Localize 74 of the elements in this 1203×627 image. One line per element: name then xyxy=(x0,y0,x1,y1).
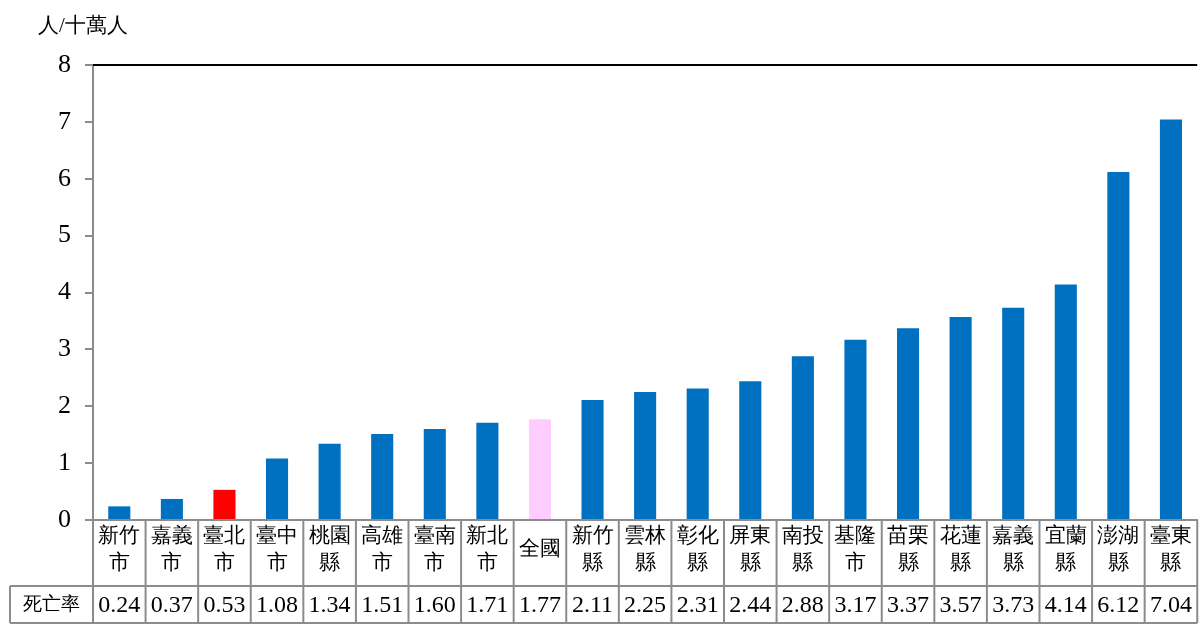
bar xyxy=(423,429,446,519)
y-tick-label: 7 xyxy=(58,105,71,135)
bar xyxy=(739,381,762,519)
x-tick-label: 澎湖縣 xyxy=(1097,522,1140,574)
data-label: 1.51 xyxy=(361,590,404,617)
x-tick-label: 桃園縣 xyxy=(308,522,351,574)
data-label: 1.34 xyxy=(308,590,351,617)
data-label: 3.73 xyxy=(992,590,1035,617)
data-label: 6.12 xyxy=(1097,590,1140,617)
bar xyxy=(1159,119,1182,519)
bar xyxy=(844,339,867,519)
data-label: 1.60 xyxy=(413,590,456,617)
bar xyxy=(371,434,394,519)
x-tick-label: 基隆市 xyxy=(834,522,877,574)
data-label: 0.37 xyxy=(150,590,193,617)
x-tick-label: 新北市 xyxy=(466,522,509,574)
bar xyxy=(634,392,657,519)
x-tick-label: 屏東縣 xyxy=(729,522,772,574)
x-tick-label: 新竹市 xyxy=(98,522,141,574)
bar xyxy=(318,443,341,519)
data-label: 3.17 xyxy=(834,590,877,617)
y-tick-label: 5 xyxy=(58,219,71,249)
x-tick-label: 苗栗縣 xyxy=(887,522,930,574)
data-label: 0.24 xyxy=(98,590,141,617)
x-tick-label: 嘉義市 xyxy=(150,522,193,574)
y-tick-label: 0 xyxy=(58,503,71,533)
bar xyxy=(160,498,183,519)
y-tick-label: 8 xyxy=(58,48,71,78)
data-label: 1.08 xyxy=(256,590,299,617)
bar xyxy=(528,419,551,519)
x-tick-label: 嘉義縣 xyxy=(992,522,1035,574)
x-tick-label: 高雄市 xyxy=(361,522,404,574)
data-label: 3.57 xyxy=(939,590,982,617)
bar xyxy=(476,422,499,519)
data-label: 3.37 xyxy=(887,590,930,617)
bar xyxy=(1002,307,1025,519)
data-label: 0.53 xyxy=(203,590,246,617)
bar xyxy=(949,316,972,519)
x-tick-label: 彰化縣 xyxy=(676,522,719,574)
y-tick-label: 2 xyxy=(58,390,71,420)
text: 死亡率 xyxy=(23,593,80,615)
bar xyxy=(897,328,920,519)
y-tick-label: 1 xyxy=(58,446,71,476)
y-tick-label: 4 xyxy=(58,276,71,306)
y-tick-label: 6 xyxy=(58,162,71,192)
data-label: 7.04 xyxy=(1149,590,1192,617)
bar xyxy=(213,489,236,519)
data-label: 2.44 xyxy=(729,590,772,617)
x-tick-label: 雲林縣 xyxy=(624,522,667,574)
y-axis-title: 人/十萬人 xyxy=(38,12,128,37)
bar xyxy=(108,506,131,519)
y-tick-label: 3 xyxy=(58,333,71,363)
data-label: 2.31 xyxy=(676,590,719,617)
x-tick-label: 宜蘭縣 xyxy=(1044,522,1087,574)
data-label: 2.25 xyxy=(624,590,667,617)
bar xyxy=(791,356,814,519)
x-tick-label: 臺東縣 xyxy=(1149,522,1192,574)
x-tick-label: 南投縣 xyxy=(781,522,824,574)
bar xyxy=(266,458,289,519)
bar xyxy=(686,388,709,519)
data-label: 2.88 xyxy=(781,590,824,617)
x-tick-label: 花蓮縣 xyxy=(939,522,982,574)
x-tick-label: 新竹縣 xyxy=(571,522,614,574)
bar xyxy=(581,399,604,519)
data-label: 2.11 xyxy=(571,590,614,617)
data-label: 1.71 xyxy=(466,590,509,617)
x-tick-label: 臺南市 xyxy=(413,522,456,574)
x-tick-label: 臺中市 xyxy=(256,522,299,574)
data-label: 4.14 xyxy=(1044,590,1087,617)
data-label: 1.77 xyxy=(518,590,561,617)
bar xyxy=(1054,284,1077,519)
x-tick-label: 臺北市 xyxy=(203,522,246,574)
bar xyxy=(1107,171,1130,519)
x-tick-label: 全國 xyxy=(518,536,561,561)
